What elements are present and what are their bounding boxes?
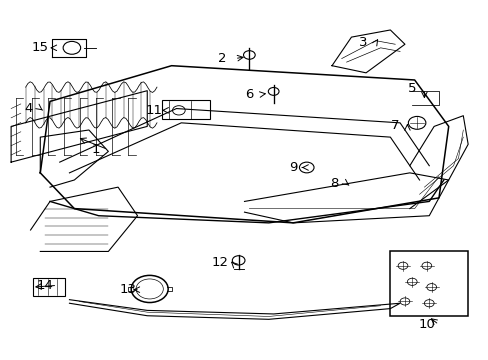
Text: 10: 10: [418, 318, 434, 331]
Text: 8: 8: [329, 177, 338, 190]
Text: 2: 2: [218, 52, 226, 65]
Text: 9: 9: [288, 161, 297, 174]
Text: 12: 12: [211, 256, 228, 269]
Text: 5: 5: [407, 82, 416, 95]
Text: 6: 6: [244, 88, 253, 101]
Bar: [389, 251, 467, 316]
Text: 13: 13: [119, 283, 136, 296]
Text: 3: 3: [359, 36, 367, 49]
Text: 1: 1: [92, 143, 100, 156]
Text: 7: 7: [390, 119, 399, 132]
Text: 14: 14: [37, 279, 54, 292]
Text: 15: 15: [32, 41, 49, 54]
Bar: [33, 278, 64, 296]
Bar: [162, 100, 210, 119]
Text: 11: 11: [146, 104, 163, 117]
Text: 4: 4: [24, 102, 32, 115]
